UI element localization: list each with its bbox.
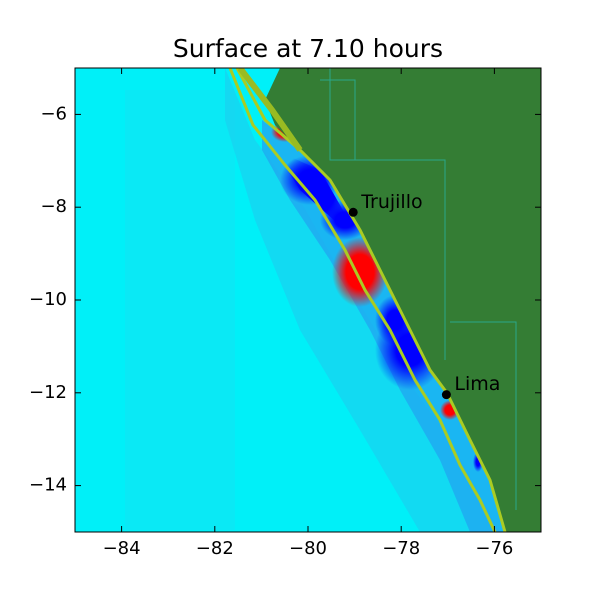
x-tick-label: −78 bbox=[382, 538, 420, 559]
y-tick-label: −6 bbox=[40, 103, 67, 124]
city-marker bbox=[348, 207, 358, 217]
city-label: Trujillo bbox=[360, 191, 422, 213]
x-tick-label: −84 bbox=[103, 538, 141, 559]
y-tick-label: −10 bbox=[29, 289, 67, 310]
city-label: Lima bbox=[454, 373, 500, 395]
chart-title: Surface at 7.10 hours bbox=[173, 34, 443, 63]
city-marker bbox=[441, 390, 451, 400]
x-tick-label: −76 bbox=[475, 538, 513, 559]
map-image bbox=[75, 68, 541, 532]
y-tick-label: −12 bbox=[29, 382, 67, 403]
y-tick-label: −14 bbox=[29, 475, 67, 496]
x-tick-label: −80 bbox=[289, 538, 327, 559]
x-tick-label: −82 bbox=[196, 538, 234, 559]
y-tick-label: −8 bbox=[40, 196, 67, 217]
